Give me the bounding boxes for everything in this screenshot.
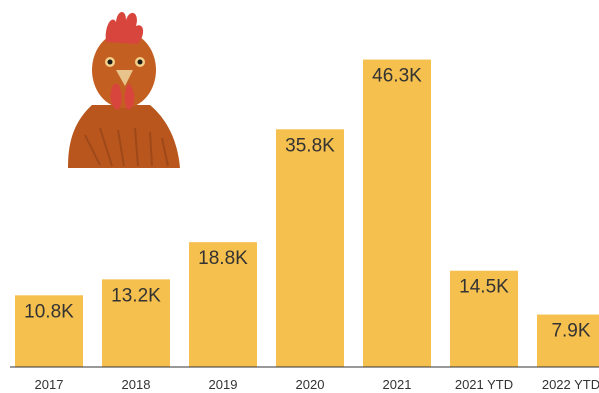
x-tick-label: 2020 bbox=[296, 377, 325, 392]
bar-value-label: 46.3K bbox=[372, 66, 422, 87]
hen-head-icon bbox=[68, 11, 180, 168]
x-tick-label: 2022 YTD bbox=[542, 377, 599, 392]
bar-2021-ytd bbox=[450, 270, 518, 367]
bar-2020 bbox=[276, 129, 344, 367]
x-tick-label: 2017 bbox=[35, 377, 64, 392]
x-tick-label: 2021 YTD bbox=[455, 377, 513, 392]
hen-pupil-left bbox=[107, 59, 113, 65]
hen-wattle-left bbox=[110, 84, 122, 110]
bar-2018 bbox=[102, 279, 170, 367]
bar-value-label: 14.5K bbox=[459, 277, 509, 298]
bar-value-label: 7.9K bbox=[551, 321, 590, 342]
hen-pupil-right bbox=[137, 59, 143, 65]
hen-wattle-right bbox=[124, 84, 135, 110]
bar-value-label: 13.2K bbox=[111, 285, 161, 306]
bar-value-label: 18.8K bbox=[198, 248, 248, 269]
hen-feather-lines bbox=[84, 127, 169, 167]
bar-2022-ytd bbox=[537, 314, 599, 367]
bar-2019 bbox=[189, 242, 257, 367]
x-tick-labels-group: 2017 2018 2019 2020 2021 2021 YTD 2022 YTD bbox=[35, 377, 599, 392]
bars-group bbox=[15, 59, 599, 368]
bar-2021 bbox=[363, 59, 431, 368]
hen-beak bbox=[116, 70, 133, 86]
bar-value-label: 35.8K bbox=[285, 135, 335, 156]
hen-comb bbox=[105, 11, 144, 44]
x-tick-label: 2019 bbox=[209, 377, 238, 392]
x-tick-label: 2021 bbox=[383, 377, 412, 392]
bar-value-label: 10.8K bbox=[24, 301, 74, 322]
x-tick-label: 2018 bbox=[122, 377, 151, 392]
bar-2017 bbox=[15, 295, 83, 367]
bar-labels-group: 10.8K 13.2K 18.8K 35.8K 46.3K 14.5K 7.9K bbox=[24, 66, 591, 342]
